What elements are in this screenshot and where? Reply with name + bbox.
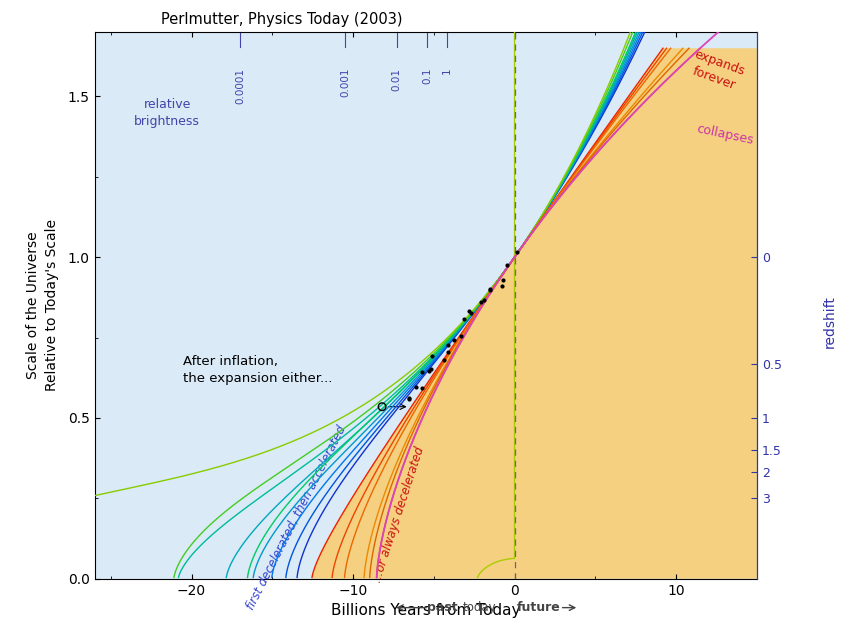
Text: After inflation,
the expansion either...: After inflation, the expansion either... [183,355,333,385]
Point [425,364,439,374]
Point [477,294,491,305]
Point [409,382,423,392]
Text: redshift: redshift [823,295,837,349]
Point [483,284,497,294]
Text: relative
brightness: relative brightness [134,98,200,127]
Point [402,393,416,403]
Point [415,383,429,394]
Text: Perlmutter, Physics Today (2003): Perlmutter, Physics Today (2003) [161,12,402,27]
Point [441,347,455,357]
Point [482,285,496,296]
Text: 0.01: 0.01 [391,68,402,91]
Text: today: today [462,601,496,614]
Point [510,247,524,257]
Point [462,306,476,316]
Point [464,308,478,318]
Point [402,394,416,404]
X-axis label: Billions Years from Today: Billions Years from Today [331,603,520,618]
Y-axis label: Scale of the Universe
Relative to Today's Scale: Scale of the Universe Relative to Today'… [26,219,59,392]
Point [441,340,455,350]
Text: 0.0001: 0.0001 [235,68,245,104]
Point [474,297,488,307]
Point [500,260,513,271]
Text: 0.1: 0.1 [422,68,433,84]
Point [415,367,428,377]
Point [454,331,468,341]
Text: 0.001: 0.001 [340,68,350,97]
Polygon shape [312,48,757,579]
Point [375,401,389,412]
Text: future: future [517,601,561,614]
Text: expands
forever: expands forever [686,48,746,93]
Text: collapses: collapses [695,123,754,147]
Text: first decelerated, then accelerated: first decelerated, then accelerated [244,423,349,612]
Point [426,351,439,361]
Text: ...or always decelerated: ...or always decelerated [370,445,427,584]
Text: 1: 1 [442,68,452,74]
Text: past: past [427,601,458,614]
Point [422,366,436,376]
Point [437,355,451,365]
Point [447,335,461,345]
Point [496,275,510,285]
Point [495,281,509,291]
Point [457,314,470,324]
